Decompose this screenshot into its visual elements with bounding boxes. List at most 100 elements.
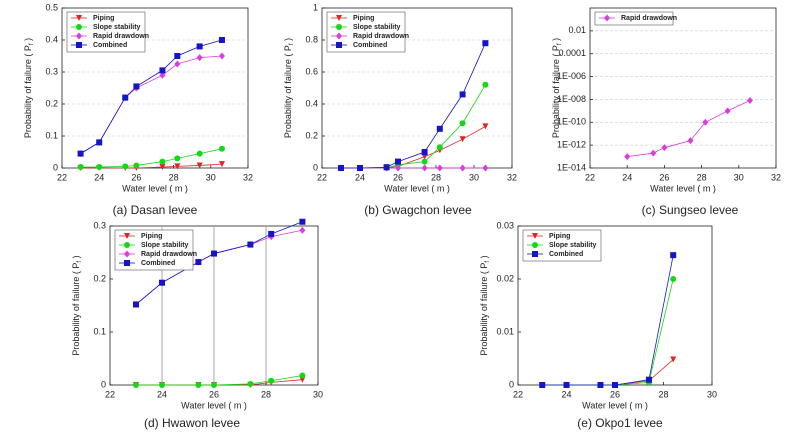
marker	[122, 94, 129, 101]
marker	[563, 382, 570, 388]
marker	[383, 164, 390, 171]
y-axis-label-end: )	[551, 38, 561, 44]
y-axis-label-text: Probability of failure ( P	[479, 263, 489, 356]
x-axis-label: Water level ( m )	[181, 400, 247, 410]
legend-label: Slope stability	[353, 24, 401, 31]
y-tick-label: 0.2	[305, 130, 318, 140]
marker	[421, 164, 428, 172]
marker	[670, 276, 677, 282]
marker	[612, 382, 618, 388]
y-tick-label: 0.5	[45, 2, 58, 12]
marker	[211, 382, 217, 388]
marker	[159, 279, 165, 286]
x-tick-label: 22	[105, 389, 115, 399]
marker	[124, 242, 130, 248]
marker	[299, 226, 306, 234]
legend-label: Slope stability	[93, 24, 141, 31]
x-tick-label: 30	[707, 389, 717, 399]
legend-label: Piping	[93, 15, 114, 22]
legend-box	[594, 11, 674, 26]
marker	[159, 158, 166, 165]
marker	[247, 241, 254, 248]
marker	[133, 301, 139, 308]
y-axis-label: Probability of failure ( Pf )	[479, 255, 490, 355]
marker	[96, 164, 103, 171]
y-tick-label: 0	[313, 162, 318, 172]
y-axis-label-sub: f	[289, 43, 295, 45]
marker	[459, 136, 466, 143]
caption: (b) Gwagchon levee	[364, 203, 472, 217]
x-tick-label: 30	[206, 172, 216, 182]
marker	[336, 32, 342, 40]
x-tick-label: 26	[659, 172, 669, 182]
marker	[670, 356, 677, 363]
x-tick-label: 24	[561, 389, 571, 399]
marker	[77, 150, 84, 157]
x-tick-label: 32	[771, 172, 781, 182]
marker	[268, 377, 275, 384]
caption: (e) Okpo1 levee	[577, 416, 663, 430]
y-axis-label-sub: f	[77, 261, 83, 263]
marker	[299, 218, 306, 225]
series-line	[341, 43, 486, 169]
y-tick-label: 0.3	[93, 220, 106, 230]
y-tick-label: 1E-008	[557, 94, 586, 104]
marker	[247, 380, 254, 387]
legend-label: Rapid drawdown	[141, 251, 197, 258]
x-axis-label: Water level ( m )	[582, 400, 648, 410]
marker	[211, 250, 217, 257]
y-tick-label: 1E-006	[557, 71, 586, 81]
x-tick-label: 24	[94, 172, 104, 182]
x-tick-label: 22	[317, 172, 327, 182]
marker	[421, 149, 428, 155]
y-axis-label: Probability of failure ( Pf )	[283, 38, 294, 138]
marker	[268, 230, 275, 237]
legend-label: Rapid drawdown	[621, 15, 677, 22]
marker	[436, 144, 443, 151]
x-tick-label: 30	[734, 172, 744, 182]
marker	[482, 81, 489, 88]
y-axis-label-sub: f	[29, 43, 35, 45]
marker	[482, 40, 489, 47]
marker	[336, 42, 342, 48]
marker	[395, 158, 401, 165]
marker	[76, 15, 82, 21]
legend-label: Piping	[141, 233, 162, 240]
marker	[196, 43, 203, 50]
y-tick-label: 0	[509, 379, 514, 389]
x-tick-label: 26	[131, 172, 141, 182]
y-tick-label: 0.1	[93, 326, 106, 336]
marker	[196, 150, 203, 157]
marker	[597, 382, 604, 388]
caption: (c) Sungseo levee	[642, 203, 739, 217]
y-axis-label-end: )	[479, 255, 489, 261]
marker	[459, 120, 466, 127]
legend-label: Piping	[353, 15, 374, 22]
y-axis-label-end: )	[23, 38, 33, 44]
legend-label: Slope stability	[141, 242, 189, 249]
legend-label: Combined	[93, 42, 127, 49]
marker	[159, 164, 166, 171]
marker	[218, 161, 225, 168]
y-tick-label: 1E-014	[557, 162, 586, 172]
x-tick-label: 22	[513, 389, 523, 399]
y-tick-label: 0.6	[305, 66, 318, 76]
marker	[159, 67, 166, 74]
y-tick-label: 0.01	[496, 326, 514, 336]
y-tick-label: 0.02	[496, 273, 514, 283]
series-line	[80, 148, 223, 168]
y-tick-label: 0	[53, 162, 58, 172]
marker	[661, 144, 668, 152]
y-tick-label: 0.3	[45, 66, 58, 76]
x-axis-label: Water level ( m )	[384, 183, 450, 193]
y-tick-label: 0.2	[93, 273, 106, 283]
marker	[159, 382, 165, 388]
x-tick-label: 28	[169, 172, 179, 182]
marker	[122, 163, 129, 170]
series-line	[80, 163, 222, 169]
x-tick-label: 24	[355, 172, 365, 182]
marker	[76, 42, 82, 48]
plot-area	[589, 7, 777, 169]
series-line	[542, 255, 674, 386]
